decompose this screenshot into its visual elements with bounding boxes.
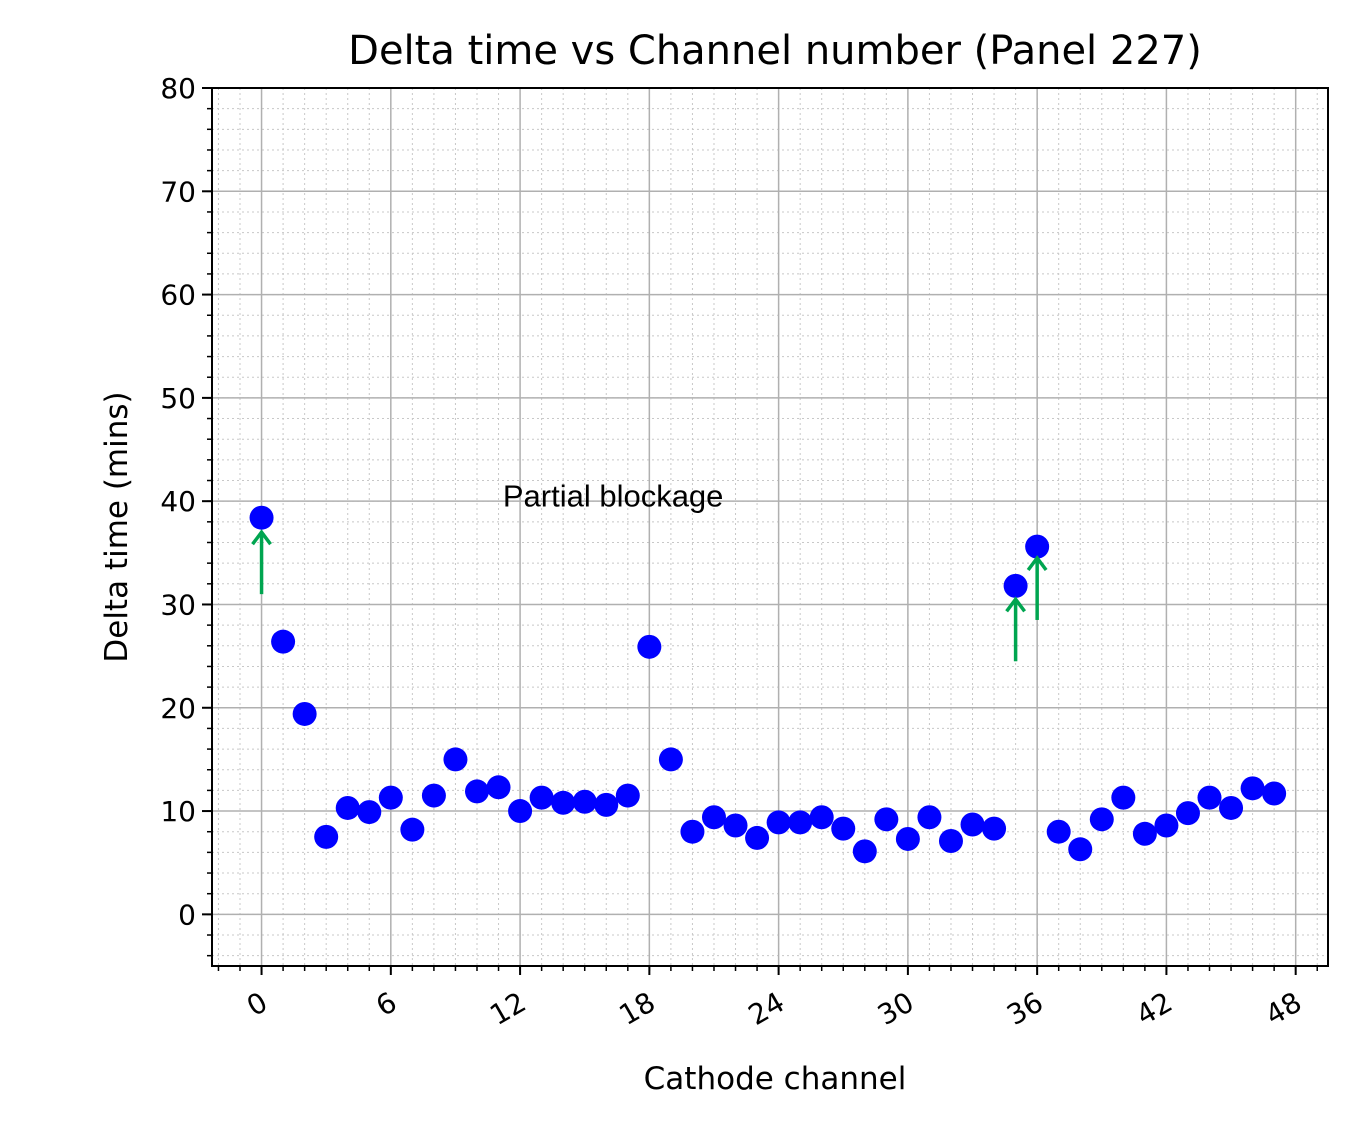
data-point [615,783,640,808]
data-point [1175,801,1200,826]
data-point [852,839,877,864]
data-point [529,785,554,810]
annotation-arrow-head [1026,555,1048,572]
data-point [464,779,489,804]
y-tick-label: 60 [160,279,196,312]
data-point [809,805,834,830]
data-point [271,629,296,654]
data-point [917,805,942,830]
data-point [831,816,856,841]
data-point [335,795,360,820]
data-point [1003,573,1028,598]
x-tick-label: 30 [872,985,919,1031]
x-tick-label: 48 [1260,985,1307,1031]
data-point [551,790,576,815]
data-point [572,789,597,814]
x-axis: 0 6 12 18 24 30 36 42 48 [217,966,1318,1032]
data-point [1240,776,1265,801]
data-point [314,824,339,849]
data-point [1111,785,1136,810]
data-point [378,785,403,810]
x-tick-label: 6 [370,985,402,1022]
data-point [1025,534,1050,559]
data-point [1068,837,1093,862]
data-point [658,747,683,772]
major-grid [212,87,1328,966]
x-tick-label: 42 [1131,985,1178,1031]
x-tick-label: 24 [743,985,790,1031]
data-point [1154,813,1179,838]
data-point [874,807,899,832]
data-point [594,792,619,817]
data-point [701,805,726,830]
x-tick-label: 36 [1001,985,1048,1031]
data-point [1219,795,1244,820]
annotation-arrow-head [251,529,272,546]
y-tick-label: 20 [160,692,196,725]
data-point [766,810,791,835]
data-point [960,812,985,837]
data-point [745,825,770,850]
data-point [637,634,662,659]
data-point [508,799,533,824]
plot-frame [211,87,1329,967]
data-point [982,816,1007,841]
data-point [400,817,425,842]
x-axis-label: Cathode channel [644,1061,907,1097]
data-point [421,783,446,808]
chart-title: Delta time vs Channel number (Panel 227) [348,28,1202,74]
data-point [1262,781,1287,806]
y-tick-label: 30 [160,588,196,621]
y-tick-label: 80 [160,72,196,105]
data-point [788,810,813,835]
data-point [486,775,511,800]
data-point [938,829,963,854]
x-tick-label: 12 [484,985,531,1031]
data-point [357,800,382,825]
data-point [1132,821,1157,846]
data-point [895,826,920,851]
data-point [292,701,317,726]
data-point [249,505,274,530]
data-point [680,819,705,844]
x-tick-label: 0 [241,985,273,1022]
y-tick-label: 10 [160,795,196,828]
y-tick-label: 0 [178,898,196,931]
annotation-text: Partial blockage [503,478,724,513]
annotation-arrow-head [1005,596,1027,613]
y-axis-label: Delta time (mins) [99,391,135,662]
x-tick-label: 18 [613,985,660,1031]
data-point [1089,807,1114,832]
annotations: Partial blockage [251,478,1048,662]
data-series [249,505,1287,864]
data-point [1046,819,1071,844]
data-point [443,747,468,772]
y-tick-label: 70 [160,175,196,208]
data-point [1197,785,1222,810]
data-point [723,813,748,838]
y-tick-label: 40 [160,485,196,518]
y-axis: 0 10 20 30 40 50 60 70 80 [160,72,212,957]
y-tick-label: 50 [160,382,196,415]
